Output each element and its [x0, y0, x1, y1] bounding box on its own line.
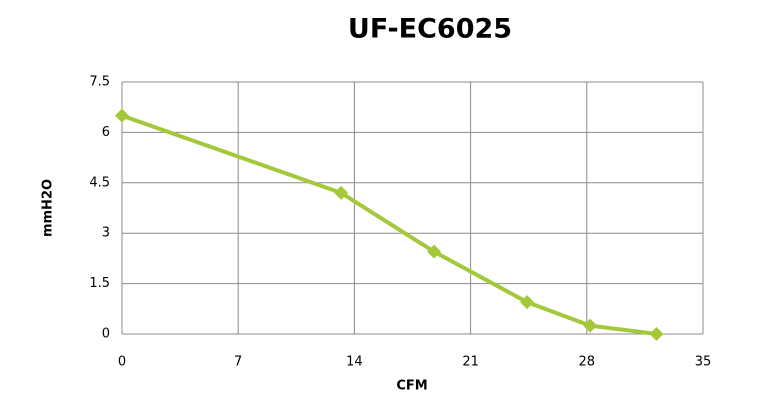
- y-tick-label: 6: [102, 125, 110, 140]
- y-tick-label: 7.5: [89, 75, 110, 90]
- x-tick-label: 7: [234, 355, 242, 370]
- x-tick-label: 35: [695, 355, 712, 370]
- data-point: [115, 108, 129, 123]
- data-point: [649, 327, 664, 341]
- chart-title: UF-EC6025: [348, 14, 512, 45]
- x-tick-label: 0: [118, 355, 126, 370]
- x-axis-label: CFM: [396, 379, 427, 394]
- y-tick-label: 0: [102, 327, 110, 342]
- y-tick-label: 3: [102, 226, 110, 241]
- data-point: [520, 295, 535, 310]
- data-point: [583, 318, 598, 333]
- data-point: [427, 244, 442, 259]
- x-tick-label: 28: [579, 355, 596, 370]
- x-tick-label: 21: [462, 355, 479, 370]
- y-tick-label: 1.5: [89, 276, 110, 291]
- y-tick-label: 4.5: [89, 175, 110, 190]
- series-line: [120, 113, 659, 336]
- data-point: [334, 185, 349, 200]
- x-tick-label: 14: [346, 355, 363, 370]
- y-axis-label: mmH2O: [41, 179, 56, 237]
